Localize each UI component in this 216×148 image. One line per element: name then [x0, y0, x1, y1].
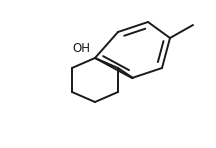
Text: OH: OH [72, 41, 90, 54]
